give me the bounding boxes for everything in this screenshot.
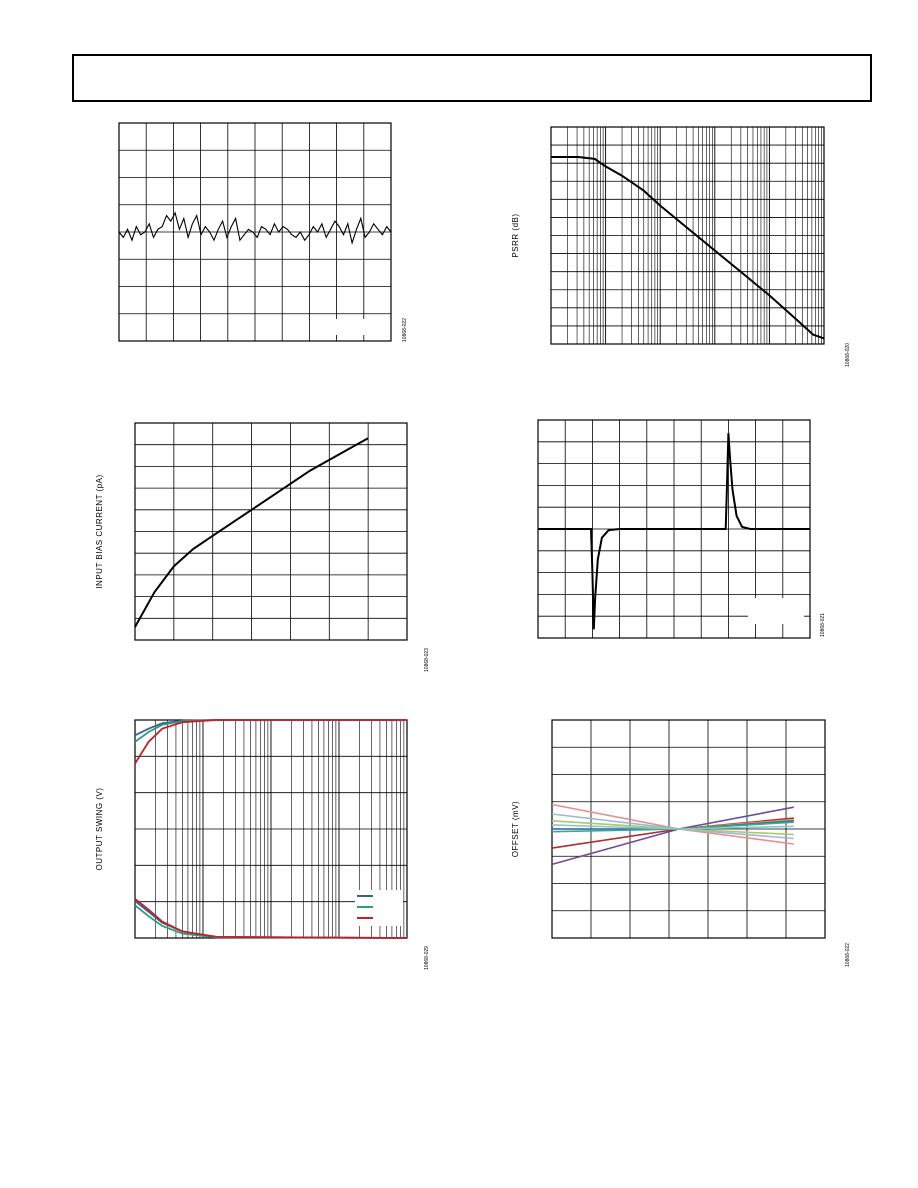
transient-chart: 10868-021 bbox=[537, 419, 826, 639]
offset-chart: 10868-022 OFFSET (mV) bbox=[511, 719, 851, 967]
bias-series-line bbox=[134, 437, 369, 628]
y-axis-label: INPUT BIAS CURRENT (pA) bbox=[95, 474, 104, 588]
y-axis-label: OFFSET (mV) bbox=[511, 801, 520, 857]
figure-code-label: 10868-023 bbox=[424, 648, 430, 672]
transient-series-line bbox=[538, 433, 810, 630]
legend-box bbox=[748, 598, 804, 624]
psrr-chart: 10868-020 PSRR (dB) bbox=[511, 126, 851, 367]
figure-code-label: 10868-021 bbox=[820, 613, 826, 637]
offset-series-line bbox=[551, 824, 794, 830]
swing-upper-line bbox=[134, 719, 407, 765]
noise-series-line bbox=[118, 211, 392, 245]
figure-code-label: 10868-022 bbox=[402, 318, 408, 342]
noise-trace-chart: 10868-022 bbox=[118, 122, 408, 342]
figure-code-label: 10868-022 bbox=[845, 943, 851, 967]
y-axis-label: PSRR (dB) bbox=[511, 213, 520, 257]
swing-lower-line bbox=[134, 898, 408, 939]
legend-box bbox=[333, 319, 385, 335]
page-header-box bbox=[72, 54, 872, 102]
figure-code-label: 10868-029 bbox=[424, 946, 430, 970]
psrr-series-line bbox=[551, 156, 825, 340]
output-swing-chart: 10868-029 OUTPUT SWING (V) bbox=[95, 719, 430, 970]
figure-code-label: 10868-020 bbox=[845, 343, 851, 367]
input-bias-chart: 10868-023 INPUT BIAS CURRENT (pA) bbox=[95, 422, 430, 672]
y-axis-label: OUTPUT SWING (V) bbox=[95, 788, 104, 871]
